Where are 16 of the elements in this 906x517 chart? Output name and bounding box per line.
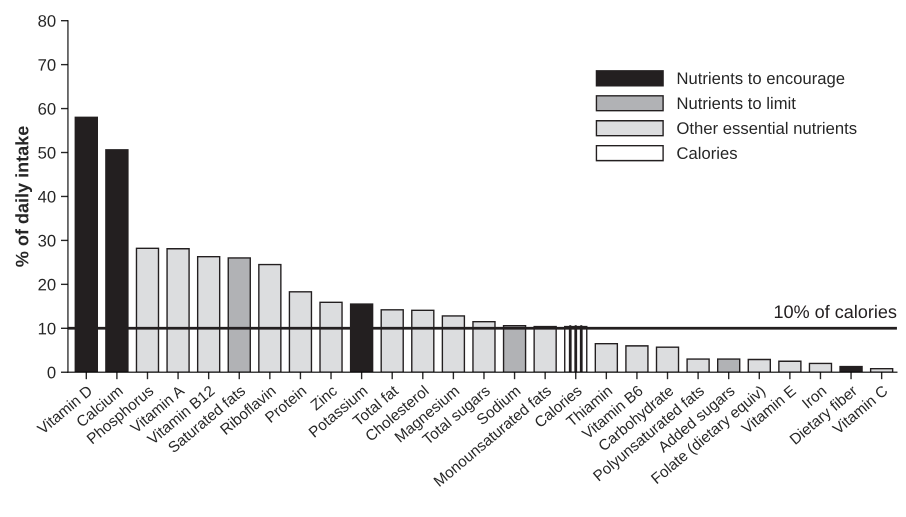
ref-line-label: 10% of calories [774,304,896,318]
y-tick-label: 30 [38,234,56,247]
legend-label: Other essential nutrients [677,122,856,134]
y-tick-label: 20 [38,278,56,291]
legend-label: Nutrients to encourage [678,72,844,88]
x-tick-label: Iron [802,385,827,409]
legend-label: Nutrients to limit [678,96,796,110]
y-tick-label: 70 [38,59,56,71]
y-tick-label: 0 [48,366,56,378]
y-tick-label: 60 [38,102,56,115]
y-tick-label: 40 [38,190,56,203]
y-tick-label: 80 [38,15,56,27]
y-tick-label: 50 [38,146,56,159]
legend-label: Calories [677,146,737,160]
y-axis-title: % of daily intake [15,126,32,267]
y-tick-label: 10 [38,322,56,334]
